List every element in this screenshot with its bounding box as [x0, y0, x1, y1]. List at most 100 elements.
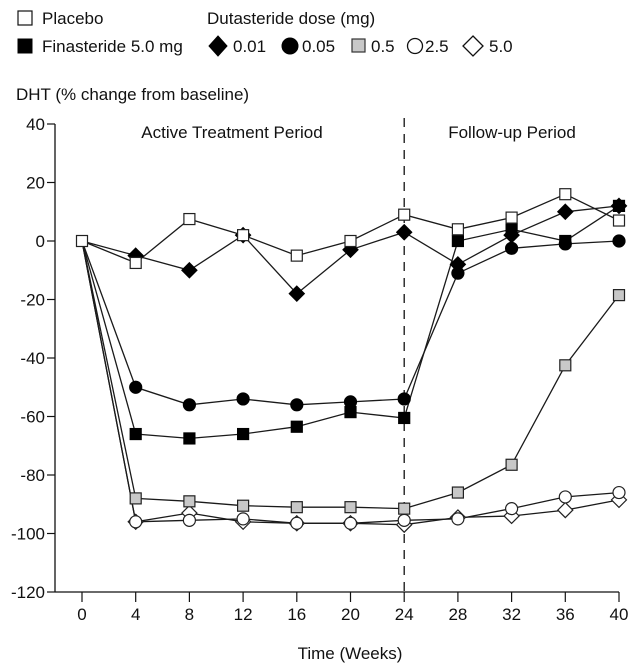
y-axis-label: DHT (% change from baseline): [16, 85, 249, 104]
legend: Placebo Finasteride 5.0 mg Dutasteride d…: [17, 9, 513, 57]
data-point-d005: [182, 398, 196, 412]
data-point-d25: [505, 502, 519, 516]
data-point-finasteride: [344, 406, 357, 419]
legend-marker-d005: [281, 37, 299, 55]
legend-marker-finasteride: [17, 38, 33, 54]
legend-marker-d25: [406, 37, 424, 55]
y-tick-label: -40: [20, 349, 45, 368]
series-line-d50: [81, 240, 620, 526]
data-point-d25: [612, 485, 626, 500]
data-point-d001: [395, 223, 413, 241]
data-point-placebo: [559, 188, 572, 201]
data-point-d001: [503, 226, 520, 244]
data-point-d001: [449, 256, 467, 273]
x-tick-label: 24: [395, 605, 414, 624]
data-point-placebo: [612, 214, 626, 227]
data-point-placebo: [344, 234, 357, 248]
series-line-d05: [81, 240, 620, 510]
legend-label-d005: 0.05: [302, 37, 335, 56]
data-point-d05: [344, 501, 357, 514]
y-tick-label: -100: [11, 525, 45, 544]
x-tick-label: 28: [448, 605, 467, 624]
x-tick-label: 12: [234, 605, 253, 624]
data-point-d005: [290, 398, 304, 412]
data-point-placebo: [183, 212, 196, 226]
axes: 40 20 0 -20 -40 -60 -80 -100 -120 0 4 8 12 16 20 24 28 32…: [11, 115, 628, 624]
legend-marker-d50: [462, 35, 484, 57]
series-line-d005: [81, 240, 620, 406]
data-point-d25: [397, 513, 411, 527]
data-point-d05: [612, 289, 626, 302]
x-tick-label: 16: [287, 605, 306, 624]
data-point-finasteride: [559, 234, 572, 248]
data-point-placebo: [398, 208, 411, 221]
data-point-finasteride: [183, 432, 196, 445]
data-point-d001: [610, 197, 628, 215]
data-point-d25: [451, 512, 465, 526]
y-tick-label: -20: [20, 291, 45, 310]
data-point-d05: [398, 502, 411, 515]
data-point-d50: [556, 501, 574, 519]
data-point-placebo: [129, 256, 142, 270]
annotation-follow-up: Follow-up Period: [448, 123, 576, 142]
x-tick-label: 0: [77, 605, 86, 624]
annotation-active-treatment: Active Treatment Period: [141, 123, 322, 142]
data-point-finasteride: [398, 411, 411, 425]
data-point-d25: [343, 516, 358, 530]
series-line-d25: [81, 240, 620, 524]
legend-label-finasteride: Finasteride 5.0 mg: [42, 37, 183, 56]
x-tick-label: 4: [131, 605, 140, 624]
data-point-d001: [288, 285, 306, 302]
data-point-finasteride: [237, 427, 250, 441]
data-point-d001: [556, 203, 574, 221]
data-point-placebo: [290, 249, 303, 262]
data-point-d25: [236, 512, 250, 526]
legend-marker-d05: [351, 38, 366, 53]
legend-group-title: Dutasteride dose (mg): [207, 9, 375, 28]
data-point-d05: [237, 499, 250, 512]
series-layer: [75, 188, 628, 534]
data-point-d005: [612, 234, 626, 248]
legend-marker-placebo: [17, 10, 33, 26]
data-point-d05: [451, 486, 464, 499]
legend-marker-d001: [208, 35, 228, 57]
data-point-d25: [182, 513, 196, 527]
y-tick-label: -60: [20, 408, 45, 427]
legend-label-d05: 0.5: [371, 37, 395, 56]
x-tick-label: 32: [502, 605, 521, 624]
y-tick-label: -80: [20, 466, 45, 485]
data-point-placebo: [75, 234, 89, 248]
data-point-finasteride: [129, 427, 142, 441]
x-tick-label: 36: [556, 605, 575, 624]
y-tick-label: 20: [26, 174, 45, 193]
data-point-d005: [129, 380, 143, 394]
data-point-d05: [129, 492, 142, 505]
x-tick-label: 40: [610, 605, 629, 624]
y-tick-label: -120: [11, 583, 45, 602]
y-tick-label: 40: [26, 115, 45, 134]
data-point-placebo: [451, 223, 464, 236]
legend-label-d50: 5.0: [489, 37, 513, 56]
x-tick-label: 8: [185, 605, 194, 624]
data-point-d05: [183, 495, 196, 508]
x-axis-label: Time (Weeks): [298, 644, 403, 663]
legend-label-d25: 2.5: [425, 37, 449, 56]
data-point-d001: [181, 261, 198, 279]
data-point-d05: [559, 359, 572, 372]
data-point-placebo: [237, 229, 250, 242]
x-tick-label: 20: [341, 605, 360, 624]
data-point-d05: [505, 458, 518, 471]
data-point-placebo: [505, 211, 518, 224]
data-point-d25: [558, 490, 572, 504]
data-point-d005: [236, 392, 250, 406]
data-point-finasteride: [451, 234, 464, 248]
data-point-d005: [505, 241, 519, 255]
legend-label-d001: 0.01: [233, 37, 266, 56]
data-point-finasteride: [290, 420, 303, 433]
data-point-d25: [129, 515, 143, 529]
y-tick-label: 0: [36, 232, 45, 251]
data-point-d25: [290, 516, 304, 530]
legend-label-placebo: Placebo: [42, 9, 103, 28]
data-point-d005: [397, 392, 411, 406]
